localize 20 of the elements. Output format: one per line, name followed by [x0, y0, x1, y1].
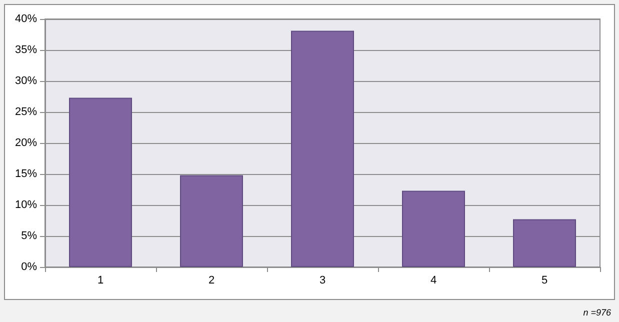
- x-tick-label: 2: [208, 274, 215, 286]
- bar: [69, 98, 132, 267]
- bar: [402, 190, 465, 267]
- y-tick-label: 25%: [14, 106, 38, 118]
- y-tick-label: 20%: [14, 137, 38, 149]
- y-tick-label: 0%: [21, 261, 38, 273]
- bar: [513, 219, 576, 267]
- y-tick-label: 35%: [14, 44, 38, 56]
- text: n =976: [583, 308, 612, 318]
- x-tick-label: 4: [430, 274, 437, 286]
- x-tick-label: 5: [541, 274, 548, 286]
- y-tick-label: 15%: [14, 168, 38, 180]
- x-tick-label: 1: [97, 274, 104, 286]
- y-tick-label: 5%: [21, 230, 38, 242]
- bar: [180, 175, 243, 267]
- bar: [291, 30, 354, 267]
- x-tick-label: 3: [319, 274, 326, 286]
- y-tick-label: 40%: [14, 13, 38, 25]
- y-tick-label: 10%: [14, 199, 38, 211]
- y-tick-label: 30%: [14, 75, 38, 87]
